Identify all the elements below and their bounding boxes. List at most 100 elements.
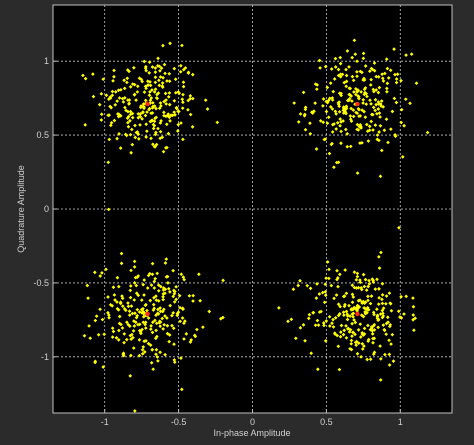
scatter-point bbox=[130, 115, 135, 120]
scatter-point bbox=[362, 87, 367, 92]
scatter-point bbox=[337, 272, 342, 277]
scatter-point bbox=[188, 112, 193, 117]
scatter-point bbox=[392, 47, 396, 51]
scatter-point bbox=[336, 67, 341, 72]
scatter-point bbox=[356, 328, 361, 332]
scatter-point bbox=[376, 100, 381, 104]
scatter-point bbox=[164, 257, 169, 261]
scatter-point bbox=[128, 288, 133, 293]
scatter-point bbox=[377, 138, 381, 143]
scatter-point bbox=[126, 301, 130, 305]
scatter-point bbox=[298, 325, 303, 330]
scatter-point bbox=[425, 130, 430, 135]
scatter-point bbox=[376, 107, 381, 111]
scatter-point bbox=[311, 310, 316, 315]
scatter-point bbox=[350, 321, 354, 326]
scatter-point bbox=[139, 298, 144, 302]
scatter-point bbox=[359, 125, 363, 129]
scatter-point bbox=[350, 283, 355, 288]
scatter-point bbox=[149, 283, 154, 287]
scatter-point bbox=[411, 304, 416, 309]
scatter-point bbox=[384, 57, 389, 61]
scatter-point bbox=[387, 363, 392, 367]
scatter-point bbox=[367, 278, 371, 283]
scatter-point bbox=[116, 338, 121, 342]
scatter-point bbox=[161, 43, 165, 48]
scatter-point bbox=[358, 280, 363, 285]
scatter-point bbox=[335, 268, 339, 273]
scatter-point bbox=[370, 332, 375, 336]
scatter-point bbox=[334, 293, 339, 297]
scatter-points bbox=[81, 38, 430, 413]
scatter-point bbox=[115, 300, 119, 304]
scatter-point bbox=[154, 347, 159, 352]
scatter-point bbox=[367, 69, 372, 74]
scatter-point bbox=[316, 367, 320, 372]
scatter-point bbox=[353, 332, 357, 337]
scatter-point bbox=[142, 350, 147, 354]
scatter-point bbox=[172, 300, 177, 304]
scatter-point bbox=[151, 100, 155, 105]
scatter-point bbox=[342, 304, 347, 309]
scatter-point bbox=[397, 225, 401, 230]
scatter-point bbox=[188, 96, 193, 101]
scatter-point bbox=[371, 324, 376, 328]
scatter-point bbox=[375, 111, 379, 116]
scatter-point bbox=[126, 109, 130, 114]
scatter-point bbox=[385, 81, 390, 86]
scatter-point bbox=[335, 277, 339, 282]
scatter-point bbox=[128, 374, 133, 378]
scatter-point bbox=[110, 89, 115, 94]
scatter-point bbox=[318, 118, 323, 123]
scatter-point bbox=[153, 336, 158, 341]
scatter-point bbox=[349, 347, 354, 352]
scatter-point bbox=[378, 344, 382, 348]
scatter-point bbox=[360, 301, 365, 306]
scatter-point bbox=[320, 290, 325, 295]
scatter-point bbox=[128, 109, 133, 114]
scatter-point bbox=[368, 357, 373, 362]
scatter-point bbox=[323, 137, 327, 142]
y-axis-ticks: -1 -0.5 0 0.5 1 bbox=[33, 56, 57, 362]
scatter-point bbox=[163, 314, 167, 318]
scatter-point bbox=[138, 123, 142, 127]
scatter-point bbox=[399, 294, 403, 299]
scatter-point bbox=[153, 318, 157, 323]
scatter-point bbox=[352, 270, 357, 274]
scatter-point bbox=[353, 340, 358, 345]
scatter-point bbox=[344, 106, 349, 110]
y-tick-label: -0.5 bbox=[33, 278, 49, 288]
scatter-point bbox=[298, 112, 303, 116]
scatter-point bbox=[113, 298, 117, 302]
scatter-point bbox=[313, 323, 318, 328]
scatter-point bbox=[343, 127, 348, 132]
scatter-point bbox=[342, 328, 347, 333]
scatter-point bbox=[161, 327, 165, 331]
scatter-point bbox=[321, 104, 325, 108]
scatter-point bbox=[309, 351, 314, 356]
scatter-point bbox=[151, 126, 156, 131]
scatter-point bbox=[108, 96, 113, 100]
x-tick-label: 0 bbox=[250, 417, 255, 427]
scatter-point bbox=[382, 327, 387, 332]
scatter-point bbox=[93, 318, 98, 323]
scatter-point bbox=[308, 286, 313, 291]
scatter-point bbox=[154, 142, 159, 147]
scatter-point bbox=[338, 330, 343, 334]
scatter-point bbox=[140, 327, 144, 332]
scatter-point bbox=[323, 282, 328, 287]
scatter-point bbox=[328, 81, 333, 85]
scatter-point bbox=[168, 303, 173, 308]
scatter-point bbox=[166, 286, 171, 291]
scatter-point bbox=[218, 316, 223, 321]
scatter-point bbox=[387, 324, 392, 329]
scatter-point bbox=[174, 297, 179, 302]
scatter-point bbox=[376, 90, 381, 95]
scatter-point bbox=[380, 297, 384, 302]
scatter-point bbox=[364, 122, 369, 127]
scatter-point bbox=[128, 284, 133, 288]
scatter-point bbox=[141, 320, 146, 325]
scatter-point bbox=[358, 278, 362, 282]
scatter-point bbox=[172, 342, 176, 347]
scatter-point bbox=[364, 288, 369, 292]
